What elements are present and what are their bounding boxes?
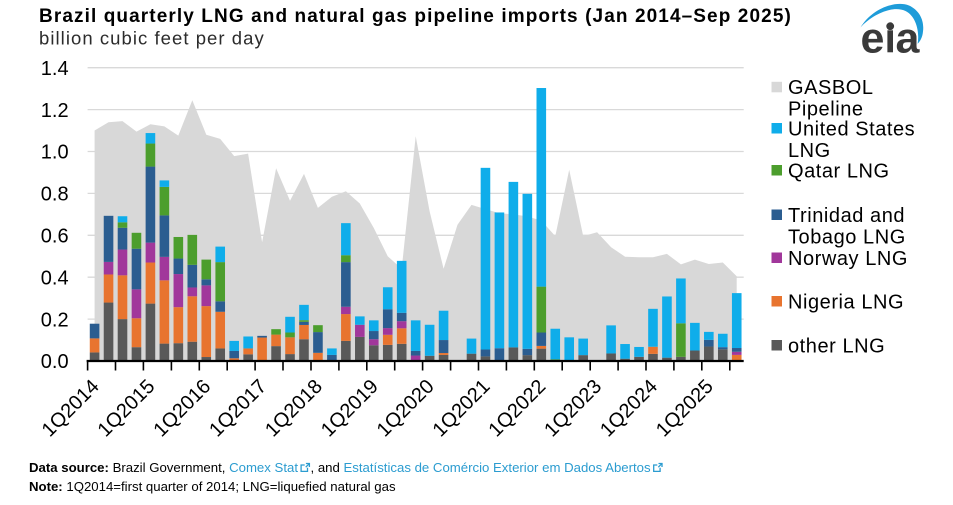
svg-text:United States: United States: [788, 118, 915, 140]
svg-text:0.2: 0.2: [41, 309, 69, 331]
svg-text:e: e: [861, 14, 885, 62]
svg-text:other LNG: other LNG: [788, 335, 885, 357]
svg-text:1.4: 1.4: [41, 58, 69, 80]
svg-text:0.0: 0.0: [41, 351, 69, 373]
svg-text:1.2: 1.2: [41, 100, 69, 122]
svg-text:Brazil quarterly LNG and natur: Brazil quarterly LNG and natural gas pip…: [39, 6, 792, 27]
svg-text:Tobago LNG: Tobago LNG: [788, 226, 906, 248]
svg-text:GASBOL: GASBOL: [788, 77, 874, 99]
svg-text:0.8: 0.8: [41, 184, 69, 206]
svg-text:billion cubic feet per day: billion cubic feet per day: [39, 27, 265, 48]
svg-text:0.4: 0.4: [41, 267, 69, 289]
svg-text:Nigeria LNG: Nigeria LNG: [788, 291, 904, 313]
svg-text:Data source: Brazil Government: Data source: Brazil Government, Comex St…: [29, 460, 651, 475]
svg-text:0.6: 0.6: [41, 226, 69, 248]
svg-text:a: a: [896, 14, 921, 62]
svg-text:Trinidad and: Trinidad and: [788, 205, 905, 227]
svg-text:Norway LNG: Norway LNG: [788, 248, 908, 270]
svg-text:Qatar LNG: Qatar LNG: [788, 160, 890, 182]
svg-text:LNG: LNG: [788, 140, 831, 162]
svg-text:1.0: 1.0: [41, 142, 69, 164]
svg-text:Pipeline: Pipeline: [788, 99, 864, 121]
svg-text:Note: 1Q2014=first quarter of: Note: 1Q2014=first quarter of 2014; LNG=…: [29, 479, 396, 494]
